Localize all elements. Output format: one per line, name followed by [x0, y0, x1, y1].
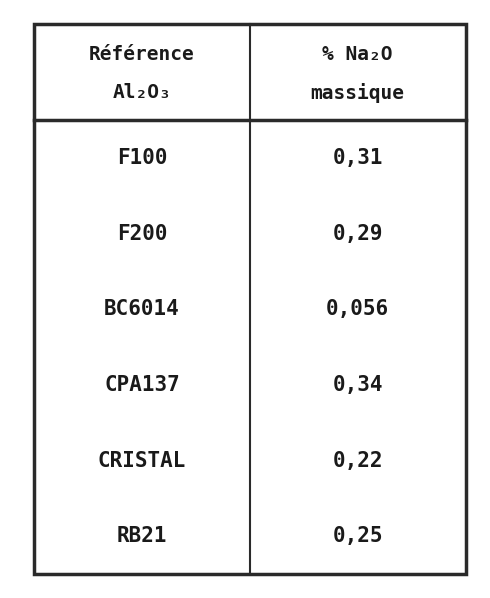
Text: 0,056: 0,056 [326, 300, 389, 319]
Text: 0,34: 0,34 [332, 375, 383, 395]
Text: 0,22: 0,22 [332, 451, 383, 471]
Text: Référence: Référence [89, 45, 195, 63]
Text: 0,29: 0,29 [332, 224, 383, 243]
Text: CPA137: CPA137 [104, 375, 180, 395]
Text: 0,31: 0,31 [332, 148, 383, 168]
Text: RB21: RB21 [117, 526, 168, 546]
Text: Al₂O₃: Al₂O₃ [113, 84, 172, 102]
Text: CRISTAL: CRISTAL [98, 451, 186, 471]
Bar [34, 24, 465, 574]
Text: 0,25: 0,25 [332, 526, 383, 546]
Text: BC6014: BC6014 [104, 300, 180, 319]
Text: % Na₂O: % Na₂O [322, 45, 393, 63]
Text: massique: massique [311, 83, 405, 103]
Text: F100: F100 [117, 148, 168, 168]
Text: F200: F200 [117, 224, 168, 243]
